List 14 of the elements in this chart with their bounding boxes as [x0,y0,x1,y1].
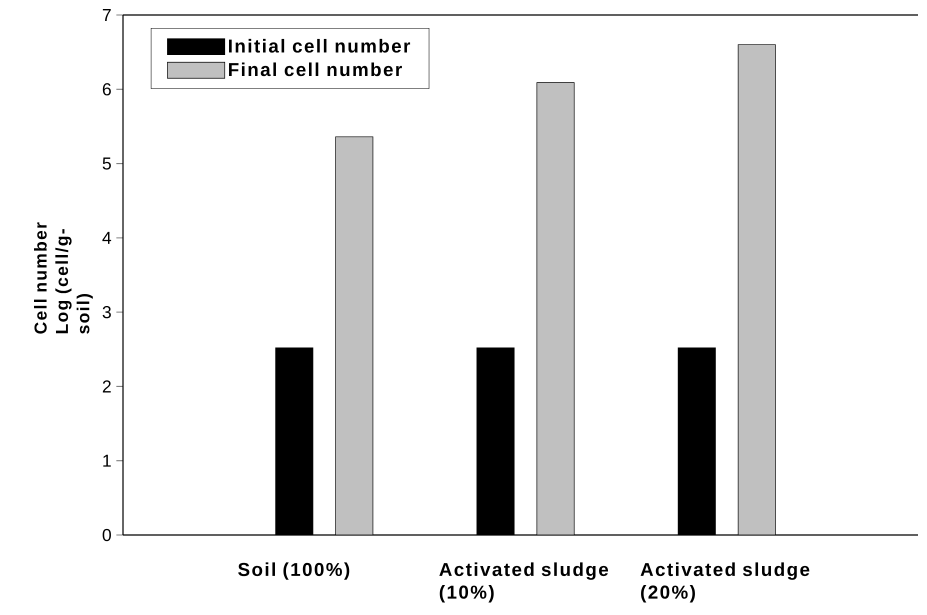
y-tick-label: 2 [102,380,111,392]
x-tick-label: Activated sludge (20%) [640,562,810,602]
y-tick-label: 0 [102,528,111,542]
y-tick-label: 7 [102,9,111,21]
x-tick-label: Soil (100%) [238,562,350,580]
y-tick-label: 5 [102,158,111,170]
y-tick-label: 3 [102,306,111,318]
y-axis-title: Cell number Log (cell/g-soil) [34,222,93,334]
legend-label: Initial cell number [229,38,410,53]
legend-label: Final cell number [229,62,402,76]
y-tick-label: 1 [103,454,111,467]
x-tick-label: Activated sludge (10%) [439,562,608,602]
y-tick-label: 6 [102,83,111,96]
y-tick-label: 4 [102,232,112,244]
